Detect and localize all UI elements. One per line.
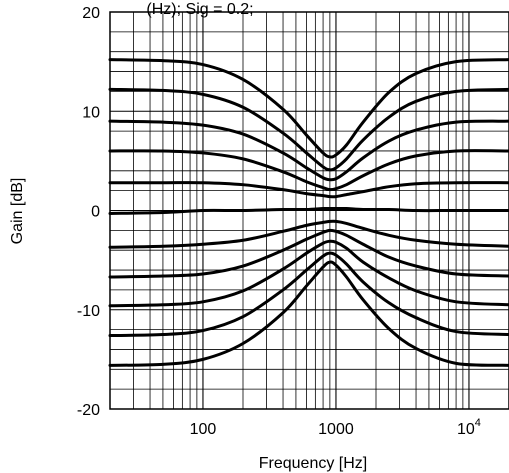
x-axis-label: Frequency [Hz] <box>259 455 367 472</box>
series-group <box>108 58 509 367</box>
series-line-9 <box>108 239 509 308</box>
x-tick-label: 100 <box>190 421 217 438</box>
y-tick-label: -10 <box>77 303 100 320</box>
y-tick-label: 0 <box>91 204 100 221</box>
series-line-6 <box>108 206 509 215</box>
x-tick-label: 104 <box>457 417 481 438</box>
series-line-1 <box>108 58 509 159</box>
series-line-11 <box>108 260 509 367</box>
y-tick-label: 20 <box>82 5 100 22</box>
x-tick-label: 1000 <box>318 421 354 438</box>
series-line-8 <box>108 228 509 279</box>
series-line-10 <box>108 251 509 338</box>
series-line-5 <box>108 181 509 199</box>
series-line-7 <box>108 219 509 249</box>
y-tick-label: -20 <box>77 402 100 419</box>
series-line-4 <box>108 149 509 192</box>
y-axis-label: Gain [dB] <box>9 178 26 245</box>
chart-title-fragment: (Hz); Sig = 0.2; <box>146 1 253 18</box>
series-line-3 <box>108 119 509 182</box>
plot-frame <box>109 11 509 410</box>
series-line-2 <box>108 87 509 172</box>
y-tick-label: 10 <box>82 104 100 121</box>
